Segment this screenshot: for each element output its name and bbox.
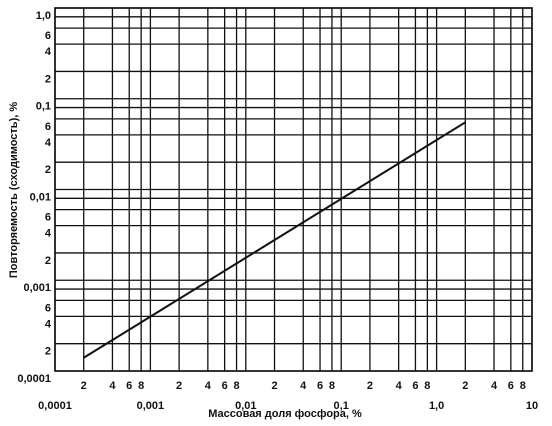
x-axis-title: Массовая доля фосфора, % (208, 408, 362, 420)
x-tick-label: 4 (396, 380, 403, 392)
y-tick-label: 0,01 (30, 191, 51, 203)
plot-frame (54, 7, 533, 372)
x-tick-label: 8 (424, 380, 430, 392)
y-tick-label: 1,0 (36, 10, 51, 22)
y-tick-label: 4 (45, 228, 52, 240)
x-tick-label: 10 (526, 400, 538, 412)
y-tick-label: 0,0001 (17, 373, 51, 385)
x-tick-label: 2 (367, 380, 373, 392)
x-tick-label: 6 (508, 380, 514, 392)
x-tick-label: 8 (233, 380, 239, 392)
y-axis-title: Повторяемость (сходимость), % (8, 102, 20, 278)
x-tick-label: 2 (271, 380, 277, 392)
y-tick-label: 0,001 (23, 282, 51, 294)
x-tick-label: 4 (300, 380, 307, 392)
y-tick-label: 4 (45, 46, 52, 58)
y-tick-label: 2 (45, 164, 51, 176)
y-tick-label: 4 (45, 137, 52, 149)
y-tick-label: 2 (45, 346, 51, 358)
x-tick-label: 6 (317, 380, 323, 392)
x-tick-label: 4 (109, 380, 116, 392)
x-tick-label: 6 (412, 380, 418, 392)
x-tick-label: 4 (205, 380, 212, 392)
y-tick-label: 4 (45, 318, 52, 330)
y-tick-label: 6 (45, 30, 51, 42)
x-tick-label: 0,0001 (38, 400, 72, 412)
data-line (83, 121, 466, 359)
x-tick-label: 0,01 (235, 400, 256, 412)
y-tick-label: 0,1 (36, 101, 51, 113)
x-tick-label: 8 (138, 380, 144, 392)
x-tick-label: 1,0 (429, 400, 444, 412)
x-tick-label: 2 (462, 380, 468, 392)
y-tick-label: 6 (45, 212, 51, 224)
x-tick-label: 6 (222, 380, 228, 392)
x-tick-label: 2 (176, 380, 182, 392)
x-tick-label: 6 (126, 380, 132, 392)
x-tick-label: 8 (329, 380, 335, 392)
x-tick-label: 0,001 (137, 400, 165, 412)
x-tick-label: 8 (520, 380, 526, 392)
y-tick-label: 6 (45, 121, 51, 133)
x-tick-label: 0,1 (334, 400, 349, 412)
y-tick-label: 2 (45, 255, 51, 267)
y-tick-label: 2 (45, 73, 51, 85)
y-tick-label: 6 (45, 302, 51, 314)
x-tick-label: 2 (81, 380, 87, 392)
x-tick-label: 4 (491, 380, 498, 392)
